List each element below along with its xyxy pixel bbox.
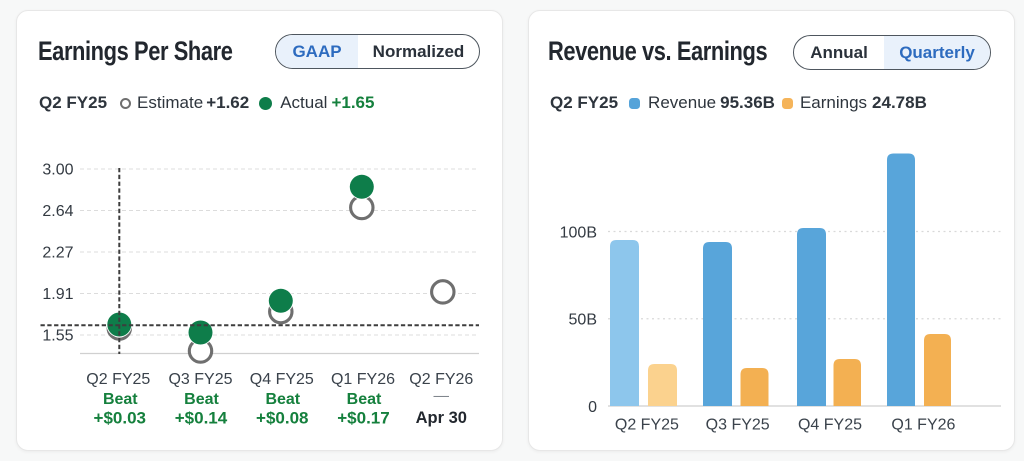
svg-text:2.27: 2.27 xyxy=(42,245,73,262)
svg-text:—: — xyxy=(434,388,450,405)
svg-text:100B: 100B xyxy=(560,224,597,241)
svg-text:Beat: Beat xyxy=(347,391,382,408)
svg-text:+$0.14: +$0.14 xyxy=(175,408,228,427)
svg-text:Beat: Beat xyxy=(103,391,138,408)
svg-text:Q2 FY25: Q2 FY25 xyxy=(615,417,679,434)
svg-text:Q2 FY25: Q2 FY25 xyxy=(86,371,150,388)
svg-text:Beat: Beat xyxy=(184,391,219,408)
svg-text:Apr 30: Apr 30 xyxy=(416,409,467,427)
svg-text:50B: 50B xyxy=(569,312,597,329)
svg-text:+$0.08: +$0.08 xyxy=(256,408,308,427)
svg-text:Q1 FY26: Q1 FY26 xyxy=(891,417,955,434)
svg-text:3.00: 3.00 xyxy=(42,162,73,179)
svg-text:2.64: 2.64 xyxy=(42,203,73,220)
svg-text:Q4 FY25: Q4 FY25 xyxy=(250,371,314,388)
svg-text:Q1 FY26: Q1 FY26 xyxy=(331,371,395,388)
svg-text:Q2 FY26: Q2 FY26 xyxy=(409,371,473,388)
svg-text:0: 0 xyxy=(588,399,597,416)
svg-text:Q3 FY25: Q3 FY25 xyxy=(168,371,232,388)
svg-text:Beat: Beat xyxy=(265,391,300,408)
svg-text:Q3 FY25: Q3 FY25 xyxy=(706,417,770,434)
svg-text:1.55: 1.55 xyxy=(42,328,73,345)
svg-text:+$0.17: +$0.17 xyxy=(337,408,389,427)
svg-text:+$0.03: +$0.03 xyxy=(94,408,146,427)
svg-text:Q4 FY25: Q4 FY25 xyxy=(798,417,862,434)
svg-text:1.91: 1.91 xyxy=(42,286,73,303)
